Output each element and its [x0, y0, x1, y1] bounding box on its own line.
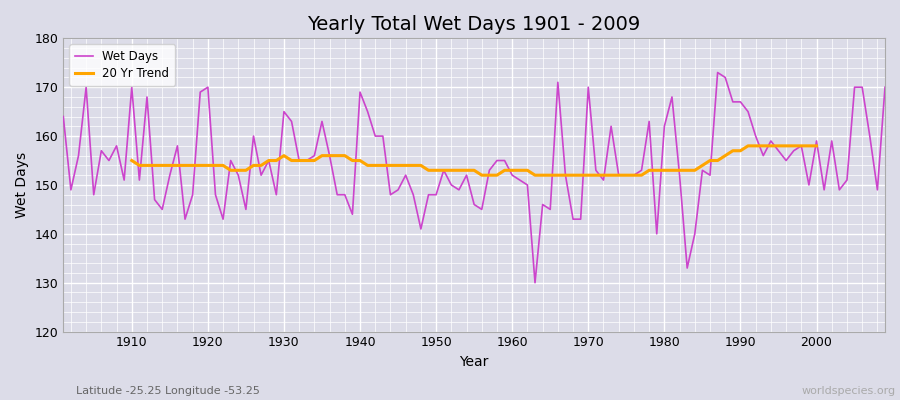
Title: Yearly Total Wet Days 1901 - 2009: Yearly Total Wet Days 1901 - 2009 — [308, 15, 641, 34]
Wet Days — [606, 124, 616, 129]
Wet Days — [286, 119, 297, 124]
Text: Latitude -25.25 Longitude -53.25: Latitude -25.25 Longitude -53.25 — [76, 386, 260, 396]
Y-axis label: Wet Days: Wet Days — [15, 152, 29, 218]
20 Yr Trend — [742, 144, 753, 148]
Text: worldspecies.org: worldspecies.org — [801, 386, 896, 396]
Wet Days — [332, 192, 343, 197]
20 Yr Trend — [811, 144, 822, 148]
20 Yr Trend — [210, 163, 220, 168]
Wet Days — [529, 280, 540, 285]
20 Yr Trend — [302, 158, 312, 163]
Wet Days — [507, 173, 517, 178]
Line: Wet Days: Wet Days — [63, 72, 885, 283]
Line: 20 Yr Trend: 20 Yr Trend — [131, 146, 816, 175]
X-axis label: Year: Year — [460, 355, 489, 369]
Wet Days — [879, 85, 890, 90]
20 Yr Trend — [712, 158, 723, 163]
20 Yr Trend — [126, 158, 137, 163]
Wet Days — [500, 158, 510, 163]
20 Yr Trend — [476, 173, 487, 178]
Legend: Wet Days, 20 Yr Trend: Wet Days, 20 Yr Trend — [69, 44, 176, 86]
20 Yr Trend — [286, 158, 297, 163]
Wet Days — [58, 114, 68, 119]
Wet Days — [119, 178, 130, 182]
20 Yr Trend — [529, 173, 540, 178]
Wet Days — [712, 70, 723, 75]
20 Yr Trend — [804, 144, 814, 148]
